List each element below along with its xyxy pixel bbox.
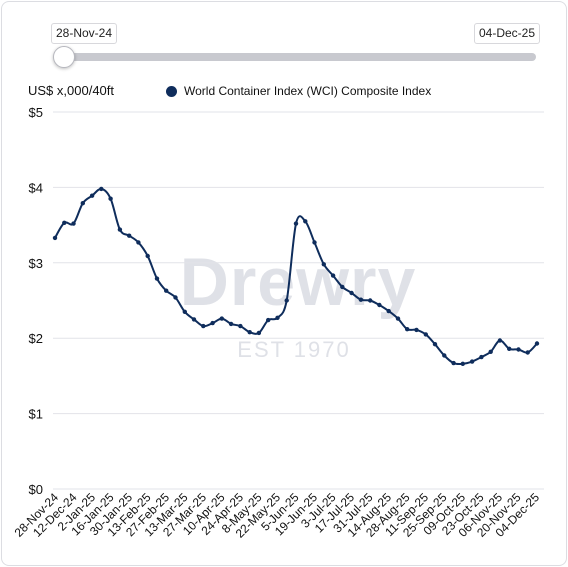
data-point — [525, 350, 530, 355]
data-point — [479, 354, 484, 360]
data-point — [451, 360, 456, 366]
data-point — [173, 295, 178, 300]
y-tick-label: $3 — [29, 256, 43, 271]
date-range-slider-handle[interactable] — [53, 46, 75, 68]
data-point — [284, 298, 289, 303]
data-point — [71, 221, 76, 226]
data-point — [62, 220, 67, 225]
data-point — [534, 341, 540, 346]
data-point — [349, 290, 354, 296]
data-point — [256, 330, 262, 336]
data-point — [414, 327, 419, 333]
data-point — [191, 317, 197, 322]
data-point — [386, 308, 391, 314]
data-point — [136, 240, 141, 245]
data-point — [201, 323, 206, 329]
y-tick-label: $5 — [29, 105, 43, 120]
data-point — [52, 235, 58, 241]
data-point — [488, 349, 493, 354]
date-range-slider-track[interactable] — [54, 53, 536, 61]
data-point — [238, 323, 243, 329]
data-point — [89, 193, 95, 198]
data-point — [330, 273, 336, 278]
data-point — [395, 316, 401, 321]
data-point — [312, 240, 317, 245]
data-point — [377, 302, 382, 308]
legend[interactable]: World Container Index (WCI) Composite In… — [166, 84, 431, 98]
data-point — [117, 227, 123, 232]
data-point — [80, 201, 86, 206]
data-point — [275, 315, 280, 320]
data-point — [266, 317, 271, 323]
data-point — [247, 330, 252, 335]
legend-label: World Container Index (WCI) Composite In… — [184, 84, 432, 98]
data-point — [405, 327, 410, 332]
range-start-label: 28-Nov-24 — [51, 23, 118, 44]
data-point — [228, 321, 234, 327]
data-point — [358, 297, 364, 302]
data-point — [442, 353, 447, 358]
data-point — [154, 276, 160, 281]
y-tick-label: $2 — [29, 331, 43, 346]
data-point — [423, 332, 428, 337]
data-point — [303, 219, 308, 224]
y-tick-label: $4 — [29, 180, 43, 195]
data-point — [99, 186, 104, 192]
data-point — [219, 316, 224, 321]
y-tick-label: $1 — [29, 407, 43, 422]
legend-marker — [166, 85, 177, 97]
data-point — [321, 262, 326, 267]
data-point — [164, 288, 169, 293]
data-point — [469, 359, 475, 364]
data-point — [432, 342, 438, 347]
y-axis-unit-label: US$ x,000/40ft — [28, 83, 114, 98]
data-point — [497, 338, 503, 343]
data-point — [210, 320, 215, 326]
data-point — [368, 298, 373, 303]
data-point — [145, 253, 150, 259]
data-point — [516, 347, 521, 352]
y-tick-label: $0 — [29, 482, 43, 497]
range-end-label: 04-Dec-25 — [473, 23, 540, 44]
data-point — [460, 361, 465, 366]
data-point — [340, 284, 345, 290]
watermark-brand: Drewry — [180, 244, 417, 320]
data-point — [108, 196, 113, 201]
data-point — [507, 346, 512, 351]
data-point — [182, 309, 187, 314]
data-point — [293, 221, 299, 226]
data-point — [127, 233, 132, 238]
watermark-est: EST 1970 — [237, 337, 350, 362]
